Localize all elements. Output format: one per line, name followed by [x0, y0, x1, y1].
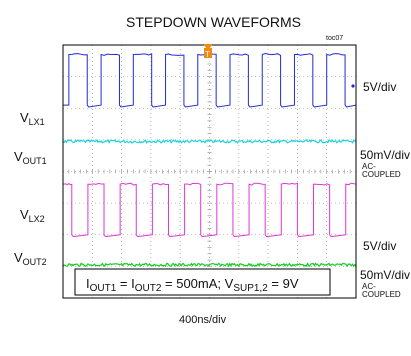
coupling-vout2-line1: AC-	[362, 282, 376, 291]
annotation-text: IOUT1 = IOUT2 = 500mA; VSUP1,2 = 9V	[86, 276, 299, 294]
trace-vout2	[62, 262, 357, 268]
scale-vout2: 50mV/div	[360, 268, 410, 282]
scale-vout1: 50mV/div	[360, 148, 410, 162]
annotation-box	[74, 268, 331, 296]
figure-tag: toc07	[326, 35, 343, 42]
trace-vlx2	[62, 182, 357, 238]
scale-vlx1: 5V/div	[363, 80, 396, 94]
coupling-vout1-line1: AC-	[362, 162, 376, 171]
coupling-vout2-line2: COUPLED	[362, 290, 401, 299]
chart-title: STEPDOWN WAVEFORMS	[126, 14, 301, 30]
coupling-vout1-line2: COUPLED	[362, 170, 401, 179]
scale-vlx1-dot	[351, 84, 355, 88]
scale-vlx2: 5V/div	[363, 239, 396, 253]
trigger-marker: T	[203, 44, 213, 59]
trace-vout1	[62, 138, 357, 144]
svg-text:T: T	[205, 50, 210, 59]
label-vout1: VOUT1	[14, 149, 47, 166]
label-vout2: VOUT2	[14, 250, 47, 267]
scope-grid	[62, 44, 357, 299]
label-vlx1: VLX1	[20, 110, 45, 127]
label-vlx2: VLX2	[20, 207, 45, 224]
x-axis-label: 400ns/div	[179, 314, 227, 326]
waveform-traces	[62, 53, 357, 268]
